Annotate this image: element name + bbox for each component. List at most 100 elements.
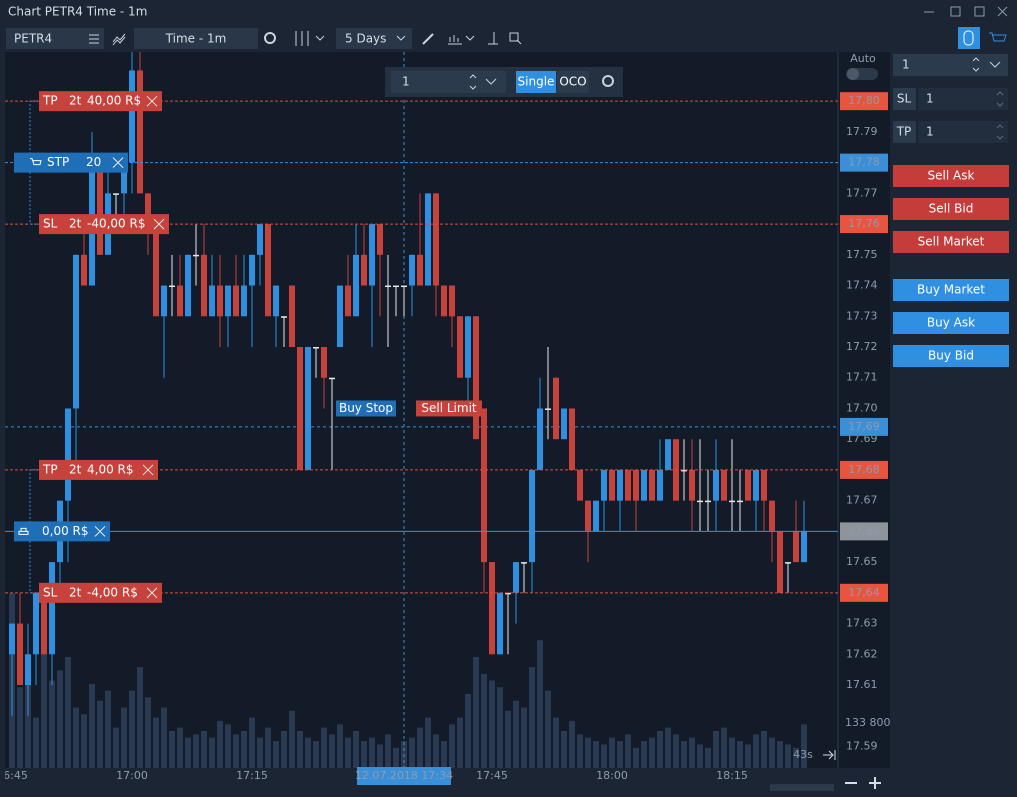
- volume-bar: [25, 667, 31, 768]
- candle-body: [601, 469, 607, 501]
- close-icon[interactable]: [94, 526, 106, 537]
- draw-icon[interactable]: [422, 33, 434, 45]
- dropdown-icon[interactable]: [396, 35, 406, 41]
- candle-body: [169, 285, 175, 288]
- tp-tag: [893, 121, 916, 143]
- candle-body: [185, 254, 191, 317]
- order-qty-box[interactable]: [391, 71, 506, 93]
- order-kind: SL: [43, 217, 58, 231]
- volume-bar: [761, 731, 767, 768]
- compare-icon[interactable]: [112, 33, 126, 46]
- scrollbar[interactable]: [770, 784, 834, 791]
- order-box[interactable]: [39, 91, 162, 112]
- buy-button[interactable]: [893, 279, 1009, 301]
- candle-body: [329, 377, 335, 380]
- single-button[interactable]: [516, 71, 556, 93]
- price-label-bg: [840, 215, 888, 234]
- sell-button[interactable]: [893, 198, 1009, 220]
- window-title: Chart PETR4 Time - 1m: [8, 5, 147, 19]
- buy-button[interactable]: [893, 345, 1009, 367]
- volume-bar: [169, 731, 175, 768]
- close-icon[interactable]: [146, 587, 158, 599]
- volume-bar: [289, 710, 295, 768]
- symbol-box[interactable]: [6, 28, 104, 49]
- order-box[interactable]: [39, 582, 162, 603]
- volume-bar: [185, 737, 191, 768]
- tp-label: TP: [896, 125, 912, 139]
- candle-body: [769, 500, 775, 532]
- volume-bar: [137, 667, 143, 768]
- volume-bar: [769, 737, 775, 768]
- oco-button[interactable]: [557, 71, 589, 93]
- candle-body: [121, 162, 127, 194]
- candle-body: [753, 469, 759, 501]
- volume-bar: [233, 734, 239, 768]
- order-qty: 2t: [69, 585, 82, 599]
- window-controls: [924, 6, 1008, 17]
- candle-body: [537, 408, 543, 470]
- order-kind: SL: [43, 585, 58, 599]
- order-tag-label: Buy Stop: [339, 401, 393, 415]
- sl-tag: [893, 88, 916, 110]
- tp-box[interactable]: [918, 121, 1008, 143]
- timeframe-box[interactable]: [134, 28, 258, 49]
- scroll-end-icon[interactable]: [823, 750, 836, 760]
- price-label: 17,78: [848, 156, 880, 169]
- settings-icon[interactable]: [264, 32, 276, 44]
- order-box[interactable]: [39, 459, 158, 480]
- close-icon[interactable]: [153, 218, 165, 230]
- sell-button[interactable]: [893, 165, 1009, 187]
- cart-icon[interactable]: [989, 32, 1007, 42]
- order-box[interactable]: [14, 152, 128, 173]
- price-label: 17,64: [848, 586, 880, 599]
- qty-spin[interactable]: [972, 57, 1001, 72]
- period-box[interactable]: [336, 28, 412, 49]
- position-box[interactable]: [14, 521, 110, 542]
- auto-label: Auto: [850, 52, 876, 65]
- candle-body: [529, 469, 535, 563]
- candle-body: [201, 254, 207, 317]
- candle-body: [785, 562, 791, 564]
- period: 5 Days: [345, 32, 386, 46]
- order-box[interactable]: [39, 214, 169, 235]
- candle-body: [737, 500, 743, 503]
- volume-bar: [457, 717, 463, 768]
- mouse-mode[interactable]: [958, 27, 980, 49]
- candle-body: [193, 254, 199, 257]
- candle-body: [161, 285, 167, 317]
- close-icon[interactable]: [112, 157, 124, 168]
- volume-bar: [625, 734, 631, 768]
- y-tick-label: 17.79: [846, 125, 878, 138]
- volume-bar: [113, 727, 119, 768]
- buy-button[interactable]: [893, 312, 1009, 334]
- volume-bar: [577, 734, 583, 768]
- candle-body: [689, 469, 695, 501]
- volume-bar: [497, 687, 503, 768]
- zoom-icons[interactable]: [845, 777, 881, 789]
- sell-button[interactable]: [893, 231, 1009, 253]
- candle-body: [297, 347, 303, 470]
- volume-bar: [681, 741, 687, 768]
- chart-type-icon[interactable]: [295, 31, 325, 46]
- qty-box[interactable]: [893, 54, 1008, 76]
- candle-body: [793, 531, 799, 563]
- order-settings-icon[interactable]: [602, 75, 614, 87]
- volume-bar: [729, 737, 735, 768]
- volume-bar: [553, 717, 559, 768]
- candle-body: [441, 285, 447, 317]
- sl-box[interactable]: [918, 88, 1008, 110]
- close-icon[interactable]: [146, 95, 158, 107]
- candle-body: [97, 162, 103, 255]
- sl-tp-spin[interactable]: [996, 91, 1004, 140]
- close-icon[interactable]: [142, 464, 154, 476]
- spin-icons[interactable]: [469, 74, 497, 90]
- y-tick-label: 17.73: [846, 309, 878, 322]
- volume-bar: [97, 700, 103, 768]
- tool-icons[interactable]: [448, 32, 522, 45]
- volume-bar: [353, 731, 359, 768]
- volume-bar: [73, 707, 79, 768]
- volume-bar: [153, 717, 159, 768]
- candle-body: [25, 654, 31, 686]
- candle-body: [113, 193, 119, 195]
- list-icon[interactable]: [89, 34, 99, 44]
